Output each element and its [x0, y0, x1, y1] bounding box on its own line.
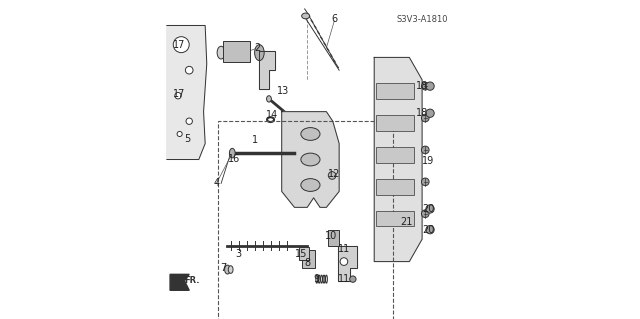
- Bar: [376, 211, 414, 226]
- Circle shape: [426, 205, 434, 213]
- Ellipse shape: [267, 96, 271, 102]
- Text: 21: 21: [400, 217, 412, 227]
- Ellipse shape: [301, 179, 320, 191]
- Ellipse shape: [229, 148, 235, 158]
- Circle shape: [426, 82, 434, 90]
- Circle shape: [177, 131, 182, 137]
- Text: 3: 3: [236, 249, 242, 259]
- Bar: [218, 121, 394, 319]
- Text: 20: 20: [422, 225, 435, 235]
- Ellipse shape: [301, 128, 320, 140]
- Text: 1: 1: [252, 135, 258, 145]
- Polygon shape: [337, 246, 356, 281]
- Polygon shape: [259, 51, 275, 89]
- Bar: [376, 83, 414, 99]
- Circle shape: [349, 276, 356, 282]
- Circle shape: [340, 258, 348, 265]
- Circle shape: [422, 114, 429, 122]
- Polygon shape: [374, 57, 422, 262]
- Polygon shape: [167, 26, 207, 160]
- Circle shape: [426, 226, 434, 234]
- Polygon shape: [282, 112, 339, 207]
- Text: 6: 6: [332, 14, 337, 24]
- Text: 8: 8: [304, 258, 310, 268]
- Bar: [223, 41, 250, 62]
- Circle shape: [186, 66, 193, 74]
- Bar: [376, 179, 414, 195]
- Text: 18: 18: [416, 108, 428, 118]
- Ellipse shape: [217, 46, 225, 59]
- Text: 11: 11: [338, 274, 350, 284]
- Text: 14: 14: [266, 110, 278, 120]
- Text: 11: 11: [338, 244, 350, 254]
- Text: 5: 5: [184, 134, 191, 144]
- Bar: [303, 250, 316, 268]
- Text: 19: 19: [422, 156, 435, 166]
- Ellipse shape: [301, 153, 320, 166]
- Ellipse shape: [301, 13, 310, 19]
- Text: 12: 12: [328, 169, 340, 179]
- Text: 4: 4: [213, 178, 220, 189]
- Text: 17: 17: [173, 89, 186, 99]
- Text: 18: 18: [416, 81, 428, 91]
- Circle shape: [422, 178, 429, 186]
- Text: 15: 15: [294, 249, 307, 259]
- Text: 9: 9: [314, 274, 320, 284]
- Text: FR.: FR.: [184, 276, 200, 285]
- Circle shape: [186, 118, 193, 124]
- Circle shape: [422, 210, 429, 218]
- Circle shape: [175, 93, 181, 99]
- Ellipse shape: [255, 45, 264, 61]
- Text: 17: 17: [173, 40, 186, 50]
- Ellipse shape: [228, 266, 233, 273]
- Circle shape: [422, 82, 429, 90]
- Circle shape: [426, 109, 434, 117]
- Circle shape: [422, 146, 429, 154]
- Circle shape: [175, 39, 187, 50]
- Circle shape: [328, 172, 336, 179]
- Text: 13: 13: [277, 86, 289, 96]
- Text: 20: 20: [422, 204, 435, 214]
- Text: 2: 2: [255, 43, 261, 53]
- Text: S3V3-A1810: S3V3-A1810: [396, 15, 448, 24]
- Ellipse shape: [225, 265, 230, 274]
- Circle shape: [173, 37, 189, 53]
- Bar: [376, 115, 414, 131]
- Text: 10: 10: [325, 231, 337, 241]
- Bar: [328, 230, 339, 246]
- Bar: [300, 247, 309, 260]
- Text: 16: 16: [228, 154, 240, 165]
- Text: 7: 7: [221, 263, 227, 273]
- Polygon shape: [170, 274, 189, 290]
- Bar: [376, 147, 414, 163]
